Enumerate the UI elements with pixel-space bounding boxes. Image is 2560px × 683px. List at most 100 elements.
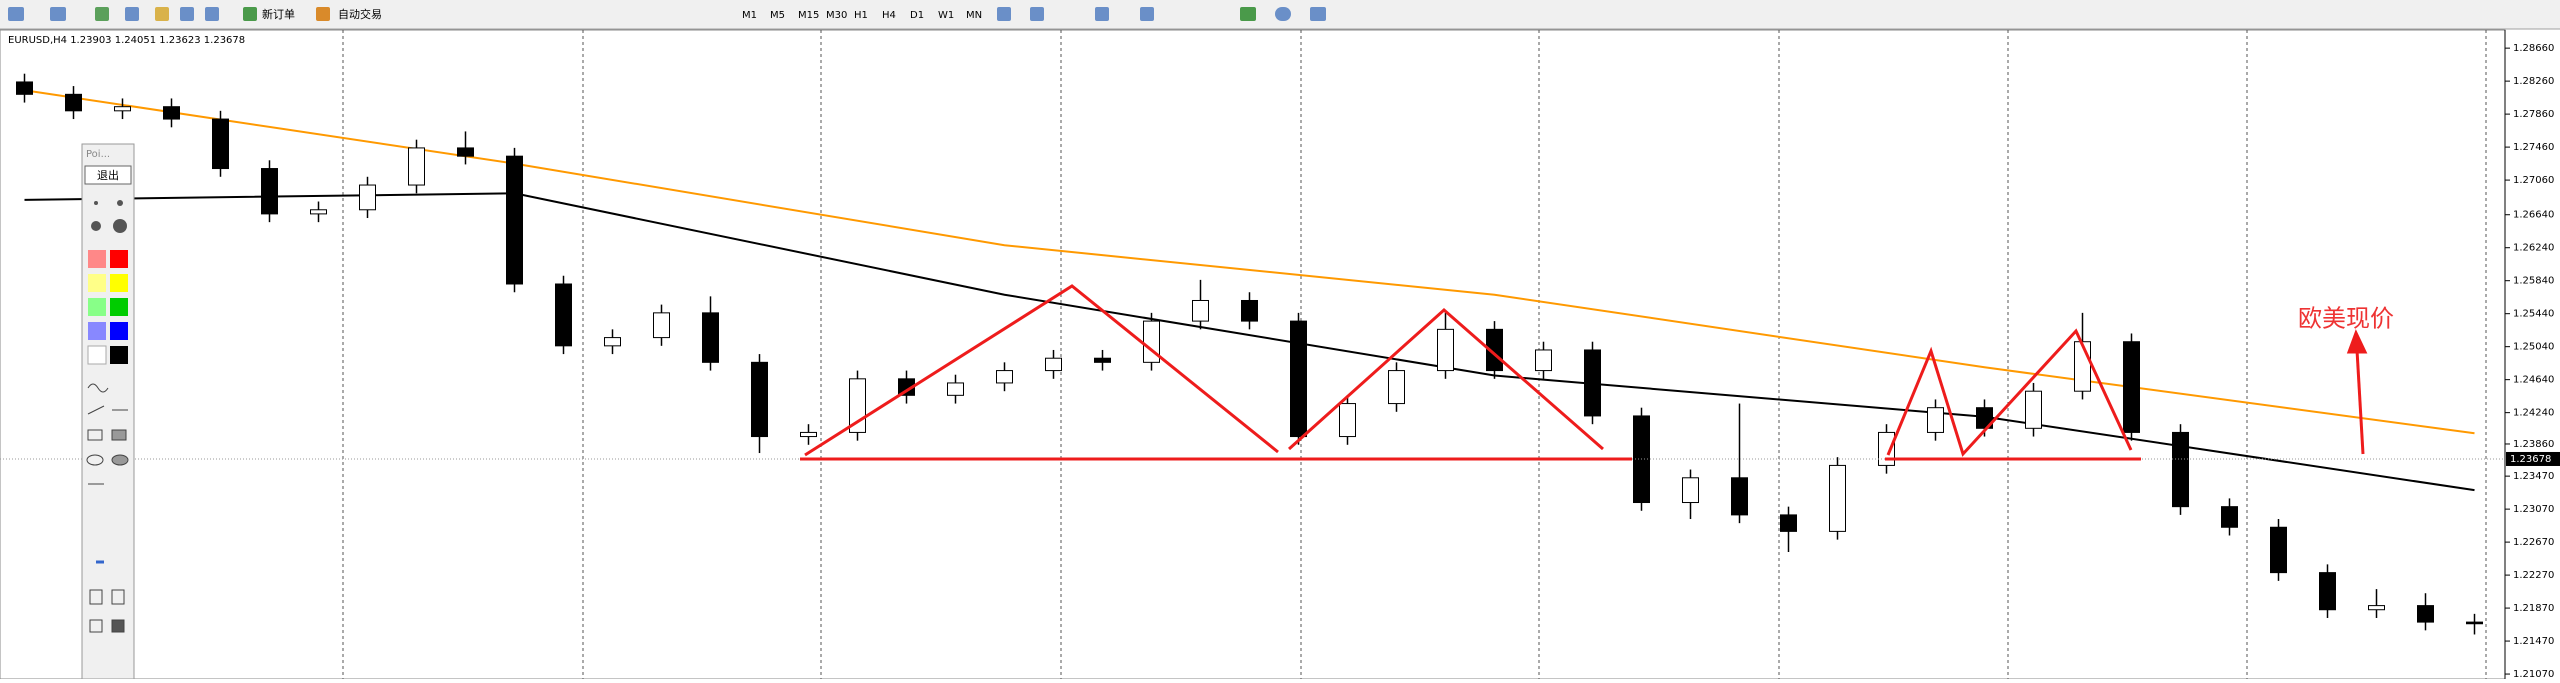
tool[interactable] [89,619,103,633]
icon[interactable] [1140,7,1154,21]
timeframe-button[interactable]: H1 [854,10,868,21]
tool[interactable] [111,454,129,466]
icon[interactable] [125,7,139,21]
candle-body [163,106,180,120]
size-option[interactable] [94,201,98,205]
color-swatch[interactable] [110,274,128,292]
icon[interactable] [50,7,66,21]
candle-body [1976,407,1993,429]
icon[interactable] [8,7,24,21]
tool[interactable] [87,383,109,393]
moving-average [24,89,2475,435]
y-tick-label: 1.21470 [2513,636,2554,647]
color-swatch[interactable] [110,346,128,364]
candle-body [2368,605,2385,611]
color-swatch[interactable] [88,322,106,340]
y-tick-label: 1.25040 [2513,342,2554,353]
candle-body [2270,526,2287,574]
y-tick-label: 1.25840 [2513,276,2554,287]
candle-body [212,118,229,170]
icon[interactable] [180,7,194,21]
icon[interactable] [1275,7,1291,21]
color-swatch[interactable] [110,298,128,316]
candle-body [1731,477,1748,516]
exit-label[interactable]: 退出 [97,168,119,182]
icon[interactable] [155,7,169,21]
timeframe-button[interactable]: M1 [742,10,757,21]
y-tick-label: 1.27060 [2513,175,2554,186]
candle-body [1584,349,1601,417]
candle-body [65,93,82,112]
candle-body [2025,390,2042,429]
timeframe-button[interactable]: M5 [770,10,785,21]
auto-trading-button[interactable]: 自动交易 [338,7,382,21]
candle-body [2319,572,2336,611]
y-tick-label: 1.26640 [2513,210,2554,221]
size-option[interactable] [113,219,127,233]
y-tick-label: 1.25440 [2513,309,2554,320]
tool[interactable] [89,589,103,605]
icon[interactable] [95,7,109,21]
candle-body [800,431,817,438]
candle-body [996,370,1013,384]
y-tick-label: 1.23470 [2513,471,2554,482]
candle-body [653,312,670,339]
tool[interactable] [87,429,103,441]
color-swatch[interactable] [110,250,128,268]
icon[interactable] [316,7,330,21]
current-price-label: 1.23678 [2510,454,2551,465]
candle-body [1535,349,1552,372]
tool[interactable] [111,619,125,633]
candle-body [1682,477,1699,504]
candle-body [1339,403,1356,438]
candle-body [1486,328,1503,372]
size-option[interactable] [117,200,123,206]
icon[interactable] [205,7,219,21]
icon[interactable] [1095,7,1109,21]
candle-body [1927,407,1944,433]
size-option[interactable] [91,221,101,231]
candle-body [1780,514,1797,532]
y-tick-label: 1.21870 [2513,603,2554,614]
y-tick-label: 1.22670 [2513,537,2554,548]
y-tick-label: 1.24640 [2513,375,2554,386]
candle-body [947,382,964,396]
candle-body [1045,357,1062,372]
toolbar-icons [8,7,1326,21]
y-tick-label: 1.24240 [2513,408,2554,419]
timeframe-button[interactable]: M30 [826,10,847,21]
y-tick-label: 1.28260 [2513,76,2554,87]
tool[interactable] [87,405,105,415]
candle-body [2074,341,2091,392]
timeframe-button[interactable]: W1 [938,10,954,21]
candle-body [1437,328,1454,372]
arrow-head [2346,329,2368,354]
timeframe-button[interactable]: M15 [798,10,819,21]
exit-button[interactable] [84,165,132,185]
current-price-box [2506,451,2560,466]
icon[interactable] [1240,7,1256,21]
tool[interactable] [86,454,104,466]
candle-body [1094,357,1111,363]
candle-body [2417,605,2434,623]
icon[interactable] [1030,7,1044,21]
icon[interactable] [997,7,1011,21]
timeframe-button[interactable]: MN [966,10,982,21]
color-swatch[interactable] [88,298,106,316]
timeframe-button[interactable]: H4 [882,10,896,21]
icon[interactable] [1310,7,1326,21]
color-swatch[interactable] [88,274,106,292]
timeframe-button[interactable]: D1 [910,10,924,21]
tool[interactable] [111,429,127,441]
candle-body [1290,320,1307,438]
color-swatch[interactable] [88,250,106,268]
pattern-line [1886,328,2133,457]
tool[interactable] [111,589,125,605]
color-swatch[interactable] [87,345,107,365]
new-order-button[interactable]: 新订单 [262,7,295,21]
icon[interactable] [243,7,257,21]
color-swatch[interactable] [110,322,128,340]
y-tick-label: 1.28660 [2513,43,2554,54]
